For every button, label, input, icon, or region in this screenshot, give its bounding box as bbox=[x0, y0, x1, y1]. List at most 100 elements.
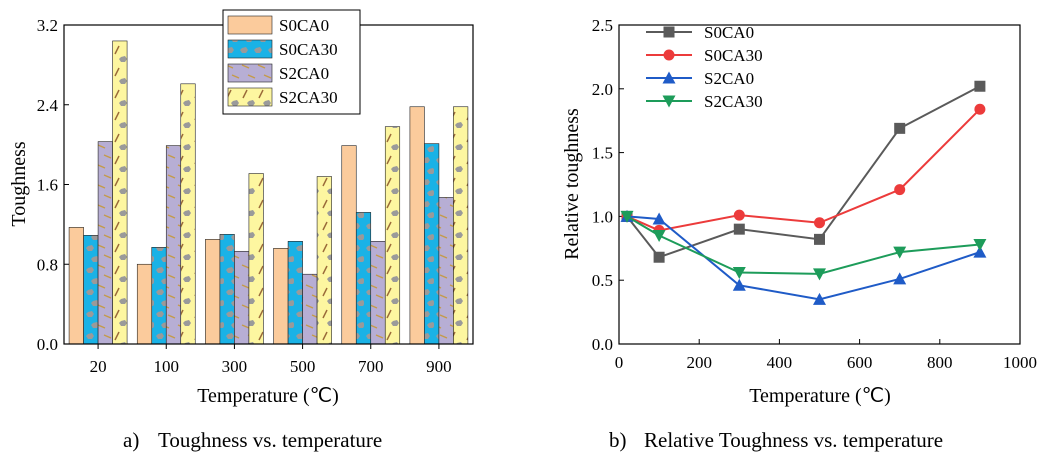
bar-S0CA30-300 bbox=[219, 234, 235, 345]
x-tick-label: 100 bbox=[154, 357, 180, 376]
line-S0CA0 bbox=[626, 85, 981, 259]
x-tick-label: 900 bbox=[426, 357, 452, 376]
caption-b-letter: b) bbox=[609, 428, 627, 452]
legend-label-S0CA30: S0CA30 bbox=[279, 40, 338, 59]
y-axis-ticks: 0.0 0.5 1.0 1.5 2.0 2.5 bbox=[592, 16, 624, 354]
panel-a-bar-chart: 0.0 0.8 1.6 2.4 3.2 20 100 300 500 700 900 Toughn… bbox=[8, 9, 474, 407]
bar-series-group bbox=[68, 40, 469, 345]
bar-S2CA0-900 bbox=[438, 197, 454, 345]
x-tick-label: 200 bbox=[686, 353, 712, 372]
x-tick-label: 1000 bbox=[1003, 353, 1037, 372]
legend-marker-S0CA0 bbox=[663, 26, 675, 38]
bar-S0CA30-20 bbox=[83, 235, 99, 345]
bar-S2CA0-500 bbox=[302, 273, 318, 345]
y-tick-label: 1.6 bbox=[37, 176, 58, 195]
y-tick-label: 0.0 bbox=[37, 335, 58, 354]
point-S0CA0-700 bbox=[894, 122, 906, 134]
legend-label-S0CA0: S0CA0 bbox=[279, 16, 329, 35]
bar-S0CA0-20 bbox=[68, 227, 84, 345]
y-tick-label: 2.0 bbox=[592, 80, 613, 99]
y-tick-label: 2.4 bbox=[37, 96, 59, 115]
x-tick-label: 600 bbox=[847, 353, 873, 372]
bar-S2CA0-700 bbox=[370, 241, 386, 345]
x-tick-label: 300 bbox=[222, 357, 248, 376]
point-S2CA30-300 bbox=[732, 267, 746, 280]
bar-S0CA0-300 bbox=[205, 239, 221, 345]
legend-label-S0CA0: S0CA0 bbox=[704, 23, 754, 42]
bar-S2CA30-700 bbox=[384, 126, 401, 345]
line-S2CA0 bbox=[626, 215, 981, 301]
x-tick-label: 500 bbox=[290, 357, 316, 376]
x-tick-label: 400 bbox=[767, 353, 793, 372]
point-S2CA30-20 bbox=[620, 210, 634, 223]
bar-S0CA30-700 bbox=[355, 212, 372, 345]
legend-marker-S0CA30 bbox=[663, 49, 675, 61]
panel-b-line-chart: 0.0 0.5 1.0 1.5 2.0 2.5 0 200 400 600 800 1000 Rel… bbox=[561, 16, 1037, 407]
legend-marker-S2CA0 bbox=[662, 71, 676, 84]
line-S2CA30 bbox=[626, 215, 980, 275]
legend-label-S2CA0: S2CA0 bbox=[279, 64, 329, 83]
bar-S2CA0-300 bbox=[234, 250, 250, 345]
legend-label-S2CA0: S2CA0 bbox=[704, 69, 754, 88]
y-tick-label: 2.5 bbox=[592, 16, 613, 35]
point-S2CA30-700 bbox=[893, 246, 907, 259]
y-tick-label: 0.0 bbox=[592, 335, 613, 354]
x-tick-label: 0 bbox=[615, 353, 624, 372]
y-tick-label: 1.0 bbox=[592, 207, 613, 226]
point-S2CA30-100 bbox=[652, 230, 666, 243]
point-S2CA0-900 bbox=[973, 245, 987, 258]
point-S2CA0-300 bbox=[732, 278, 746, 291]
bar-S2CA30-300 bbox=[248, 173, 264, 345]
y-tick-label: 1.5 bbox=[592, 144, 613, 163]
point-S2CA0-100 bbox=[652, 212, 666, 225]
bar-S2CA30-100 bbox=[180, 83, 196, 345]
bar-S0CA0-100 bbox=[136, 263, 153, 345]
legend-swatch-S0CA0 bbox=[227, 15, 273, 35]
x-axis-ticks: 20 100 300 500 700 900 bbox=[90, 344, 452, 376]
legend-label-S0CA30: S0CA30 bbox=[704, 46, 763, 65]
y-axis-label: Relative toughness bbox=[561, 108, 583, 260]
legend-swatch-S0CA30 bbox=[227, 39, 273, 59]
caption-a-text: Toughness vs. temperature bbox=[158, 428, 383, 452]
bar-S2CA0-20 bbox=[97, 141, 113, 345]
y-axis-label: Toughness bbox=[8, 141, 30, 226]
bar-S2CA30-20 bbox=[112, 40, 128, 345]
point-S0CA30-300 bbox=[733, 209, 745, 221]
bar-S0CA0-900 bbox=[409, 106, 425, 345]
y-tick-label: 3.2 bbox=[37, 16, 58, 35]
bar-S0CA30-900 bbox=[424, 143, 440, 345]
x-tick-label: 800 bbox=[927, 353, 953, 372]
bar-S0CA30-500 bbox=[287, 241, 303, 345]
legend: S0CA0 S0CA30 S2CA0 S2CA30 bbox=[646, 23, 763, 111]
bar-S2CA30-900 bbox=[453, 106, 469, 345]
x-axis-label: Temperature (℃) bbox=[749, 385, 891, 407]
legend-label-S2CA30: S2CA30 bbox=[279, 88, 338, 107]
caption-a-letter: a) bbox=[123, 428, 140, 452]
plot-frame bbox=[618, 24, 1021, 345]
legend-swatch-S2CA30 bbox=[227, 87, 273, 107]
point-S0CA0-900 bbox=[974, 80, 986, 92]
legend-swatch-S2CA0 bbox=[227, 63, 273, 83]
point-S0CA30-900 bbox=[974, 103, 986, 115]
bar-S0CA30-100 bbox=[151, 247, 167, 345]
point-S0CA0-300 bbox=[733, 223, 745, 235]
y-tick-label: 0.5 bbox=[592, 271, 613, 290]
bar-S2CA0-100 bbox=[165, 145, 182, 345]
y-tick-label: 0.8 bbox=[37, 255, 58, 274]
x-axis-ticks: 0 200 400 600 800 1000 bbox=[615, 339, 1037, 372]
legend-marker-S2CA30 bbox=[662, 95, 676, 108]
bar-S0CA0-700 bbox=[341, 145, 357, 345]
y-axis-ticks: 0.0 0.8 1.6 2.4 3.2 bbox=[37, 16, 69, 354]
point-S0CA30-700 bbox=[894, 184, 906, 196]
bar-S0CA0-500 bbox=[273, 248, 289, 345]
x-tick-label: 700 bbox=[358, 357, 384, 376]
point-S2CA30-500 bbox=[813, 268, 826, 281]
point-S0CA0-100 bbox=[653, 251, 665, 263]
point-S2CA0-500 bbox=[813, 292, 826, 305]
legend-label-S2CA30: S2CA30 bbox=[704, 92, 763, 111]
point-S0CA0-500 bbox=[814, 233, 825, 245]
x-tick-label: 20 bbox=[90, 357, 107, 376]
line-S0CA30 bbox=[626, 108, 981, 232]
point-S0CA30-500 bbox=[814, 217, 825, 229]
